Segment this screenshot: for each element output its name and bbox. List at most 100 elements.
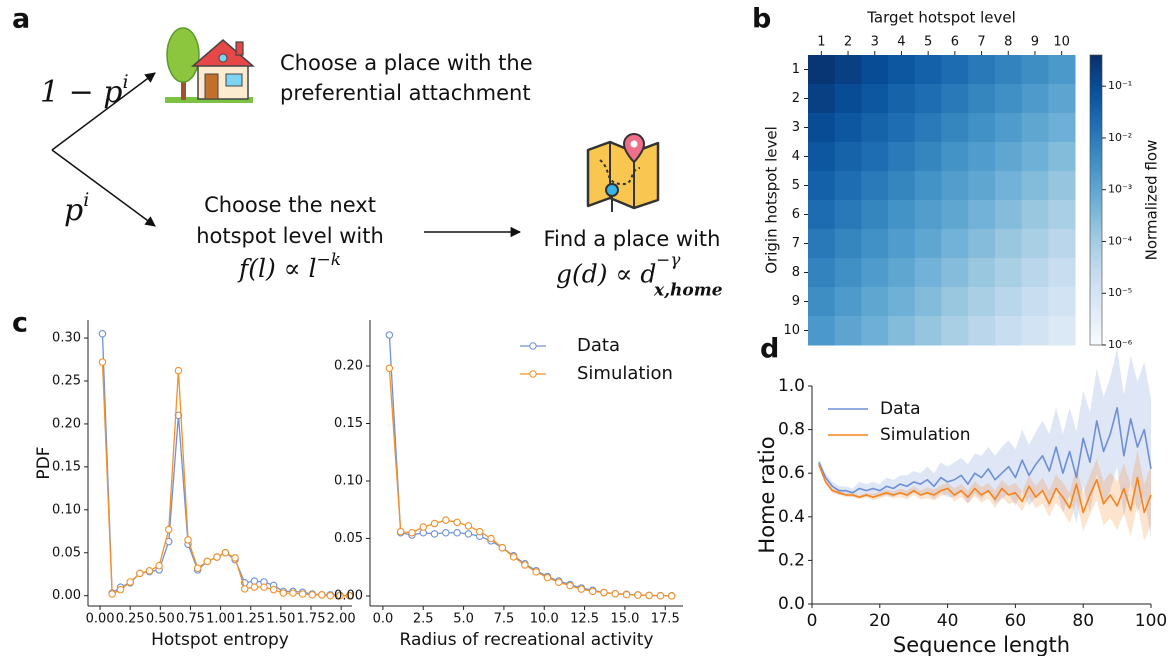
colorbar-tick-label: 10⁻⁵: [1108, 286, 1132, 299]
heatmap-cell: [861, 84, 889, 114]
colorbar-tick-label: 10⁻⁴: [1108, 234, 1133, 247]
heatmap-cell: [808, 171, 836, 201]
point: [108, 590, 116, 598]
heatmap-cell: [808, 229, 836, 259]
x-tick-label: 7: [977, 35, 985, 50]
heatmap-cell: [1048, 113, 1076, 143]
point: [318, 591, 326, 599]
map-icon: [586, 132, 660, 212]
heatmap-cell: [968, 142, 996, 172]
heatmap-cell: [914, 200, 942, 230]
x-tick-label: 5.0: [453, 612, 474, 627]
y-tick-label: 0.6: [778, 463, 805, 483]
heatmap-cell: [834, 171, 862, 201]
panel-label: a: [12, 4, 30, 35]
point: [98, 329, 107, 338]
y-tick-label: 0.30: [52, 331, 81, 346]
point: [408, 528, 416, 537]
point: [611, 589, 619, 598]
y-tick-label: 9: [792, 294, 800, 309]
colorbar: [1089, 54, 1103, 346]
x-tick-label: 2.00: [327, 612, 356, 627]
heatmap-cell: [808, 200, 836, 230]
heatmap-cell: [968, 171, 996, 201]
formula-base: 1 − p: [40, 75, 123, 110]
point: [667, 592, 676, 600]
series-line: [818, 407, 1152, 494]
point: [260, 583, 268, 591]
x-tick-label: 0.75: [176, 612, 205, 627]
point: [174, 366, 183, 375]
x-tick-label: 0.25: [116, 612, 145, 627]
point: [634, 591, 642, 599]
y-tick-label: 0.25: [52, 373, 81, 388]
y-tick-label: 8: [792, 265, 800, 280]
point: [240, 585, 249, 593]
legend-label: Simulation: [880, 425, 971, 445]
legend-label: Data: [577, 335, 620, 356]
panel-label: b: [752, 4, 771, 35]
heatmap-cell: [1021, 171, 1049, 201]
heatmap-cell: [914, 55, 942, 85]
point: [231, 554, 239, 562]
x-tick-label: 0: [807, 611, 818, 631]
point: [289, 589, 297, 597]
y-tick-label: 10: [783, 323, 800, 338]
x-tick-label: 0.0: [373, 612, 394, 627]
x-tick-label: 12.5: [570, 612, 599, 627]
point: [203, 557, 212, 566]
heatmap-cell: [808, 84, 836, 114]
heatmap-cell: [1048, 55, 1076, 85]
y-tick-label: 7: [792, 236, 800, 251]
y-tick-label: 1: [792, 62, 800, 77]
heatmap-cell: [994, 55, 1023, 85]
heatmap-cell: [834, 200, 862, 230]
point: [155, 561, 163, 570]
x-tick-label: 8: [1004, 35, 1012, 50]
colorbar-label: Normalized flow: [1143, 140, 1161, 261]
x-axis-label: Radius of recreational activity: [400, 630, 654, 650]
colorbar-tick-label: 10⁻¹: [1108, 79, 1132, 92]
point: [566, 581, 574, 590]
x-tick-label: 7.5: [494, 612, 515, 627]
point: [269, 585, 278, 594]
heatmap-cell: [1048, 171, 1076, 201]
point: [622, 590, 631, 599]
heatmap-cell: [914, 287, 942, 317]
y-tick-label: 0.8: [778, 420, 805, 440]
point: [442, 528, 450, 537]
x-tick-label: 60: [1005, 611, 1027, 631]
step-text: preferential attachment: [280, 81, 531, 105]
x-tick-label: 1.00: [206, 612, 235, 627]
point: [250, 577, 259, 585]
heatmap-cell: [861, 171, 889, 201]
point: [193, 564, 202, 572]
point: [116, 585, 125, 594]
line-chart: 0.00 0.25 0.50 0.75 1.00 1.25 1.50 1.75 2.000.00…: [34, 320, 356, 650]
x-tick-label: 2: [844, 35, 852, 50]
point: [396, 527, 405, 536]
point: [165, 525, 173, 534]
heatmap-cell: [1048, 316, 1076, 346]
heatmap-cell: [914, 229, 942, 259]
probability-label: pi: [64, 189, 89, 228]
y-tick-label: 0.0: [778, 594, 805, 614]
heatmap-cell: [941, 84, 969, 114]
arrow: [51, 149, 156, 227]
heatmap-cell: [1021, 142, 1049, 172]
heatmap-cell: [861, 55, 889, 85]
heatmap-cell: [808, 287, 836, 317]
x-tick-label: 0.00: [86, 612, 115, 627]
x-axis-label: Sequence length: [893, 633, 1070, 656]
y-tick-label: 0.00: [52, 588, 81, 603]
point: [464, 522, 473, 530]
heatmap-cell: [914, 142, 942, 172]
y-tick-label: 0.15: [334, 416, 363, 431]
y-tick-label: 0.2: [778, 550, 805, 570]
y-axis-label: Origin hotspot level: [763, 126, 781, 274]
heatmap-cell: [968, 55, 996, 85]
point: [577, 585, 586, 593]
heatmap-cell: [1021, 316, 1049, 346]
heatmap-cell: [994, 229, 1023, 259]
house-icon: [165, 27, 256, 103]
